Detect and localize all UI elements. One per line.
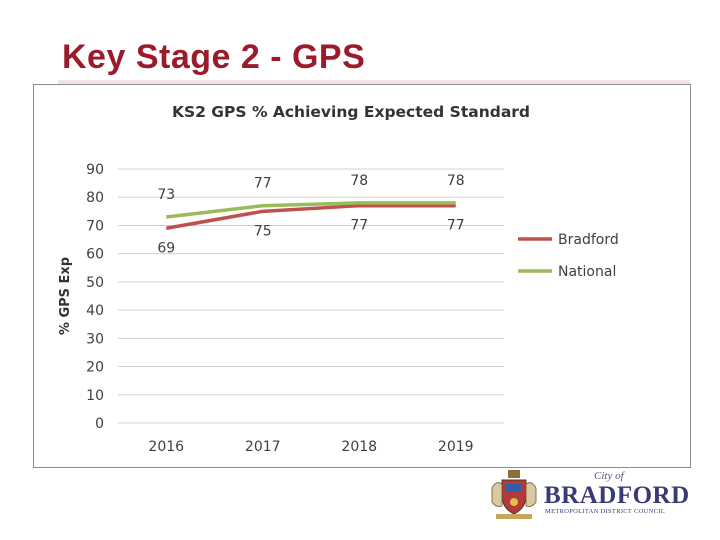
y-tick-label: 60	[86, 247, 104, 263]
x-tick-label: 2018	[341, 439, 377, 455]
chart-title: KS2 GPS % Achieving Expected Standard	[172, 103, 530, 121]
series-line-bradford	[165, 203, 456, 230]
data-label: 69	[157, 240, 175, 256]
x-tick-label: 2017	[245, 439, 281, 455]
council-logo: City of BRADFORD METROPOLITAN DISTRICT C…	[488, 468, 690, 522]
y-axis-label: % GPS Exp	[58, 257, 73, 335]
slide-title: Key Stage 2 - GPS	[62, 38, 366, 76]
y-tick-label: 90	[86, 162, 104, 178]
data-label: 77	[254, 176, 272, 192]
data-label: 78	[350, 173, 368, 189]
data-label: 78	[447, 173, 465, 189]
coat-of-arms-crest-icon	[491, 470, 537, 519]
y-tick-label: 10	[86, 388, 104, 404]
chart-frame: KS2 GPS % Achieving Expected Standard 0 10…	[33, 84, 691, 468]
data-label: 77	[447, 218, 465, 234]
line-chart: KS2 GPS % Achieving Expected Standard 0 10…	[58, 103, 619, 455]
legend-label-bradford: Bradford	[558, 232, 619, 248]
x-tick-label: 2019	[438, 439, 474, 455]
data-label: 73	[157, 187, 175, 203]
series-line-national	[166, 201, 456, 219]
data-label: 77	[350, 218, 368, 234]
data-label: 75	[254, 223, 272, 239]
x-tick-label: 2016	[148, 439, 184, 455]
y-tick-label: 30	[86, 331, 104, 347]
y-tick-label: 20	[86, 360, 104, 376]
logo-city-of: City of	[594, 470, 624, 482]
logo-name: BRADFORD	[544, 482, 690, 509]
y-tick-label: 40	[86, 303, 104, 319]
y-tick-label: 80	[86, 190, 104, 206]
y-tick-label: 0	[95, 416, 104, 432]
y-tick-label: 50	[86, 275, 104, 291]
legend-label-national: National	[558, 264, 616, 280]
title-divider	[58, 80, 690, 86]
y-tick-label: 70	[86, 218, 104, 234]
logo-subtitle: METROPOLITAN DISTRICT COUNCIL	[545, 508, 666, 515]
